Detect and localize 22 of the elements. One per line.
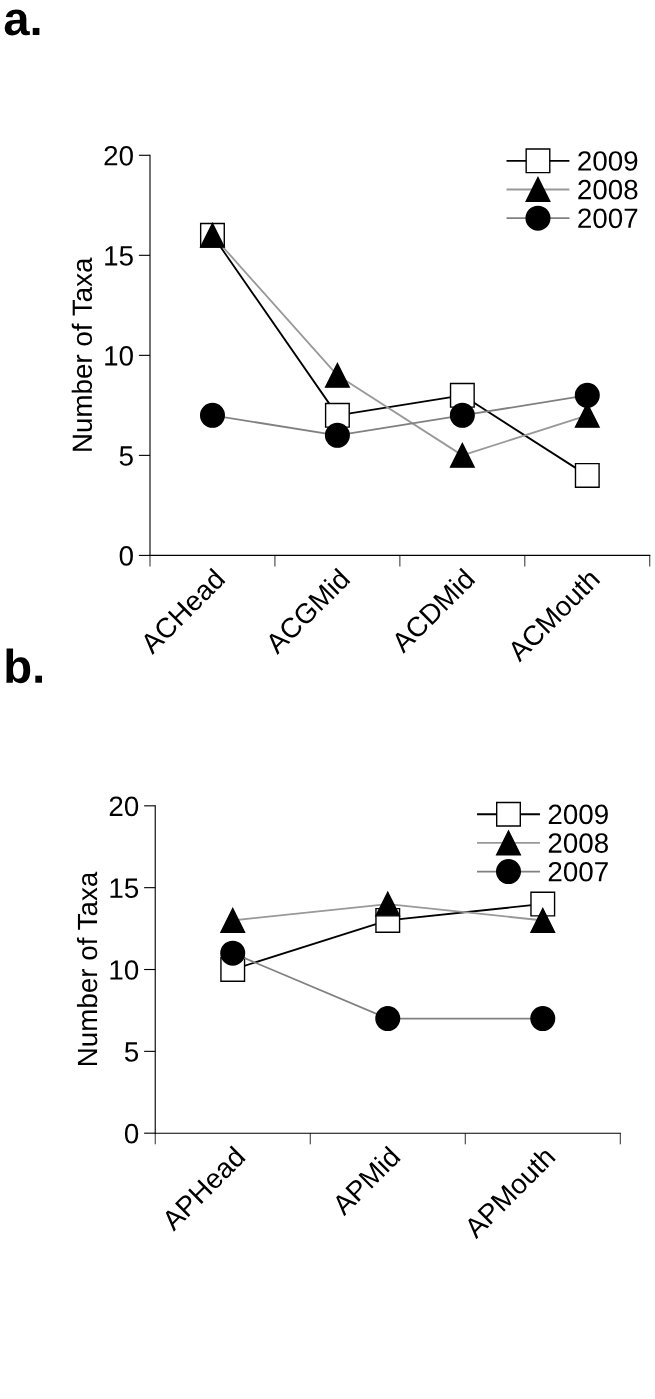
y-tick-label: 10 xyxy=(110,960,139,980)
y-tick-label: 5 xyxy=(124,1042,139,1062)
chart-title: b. xyxy=(6,648,42,684)
y-tick-label: 0 xyxy=(119,546,133,566)
y-axis-title: Number of Taxa xyxy=(71,257,93,451)
legend-label: 2009 xyxy=(578,151,638,171)
point xyxy=(574,462,600,488)
y-tick-label: 15 xyxy=(105,246,133,266)
y-axis-title: Number of Taxa xyxy=(76,871,98,1066)
legend-label: 2007 xyxy=(548,861,608,882)
y-tick-label: 20 xyxy=(109,796,139,817)
y-tick-label: 5 xyxy=(119,446,133,466)
y-tick-label: 20 xyxy=(104,145,133,166)
point xyxy=(530,891,556,917)
chart-title: a. xyxy=(4,9,40,36)
legend-label: 2008 xyxy=(578,179,638,200)
y-tick-label: 15 xyxy=(110,878,139,898)
y-tick-label: 10 xyxy=(105,346,133,366)
y-tick-label: 0 xyxy=(124,1123,139,1144)
legend-label: 2008 xyxy=(548,833,608,853)
legend-label: 2007 xyxy=(578,208,638,229)
legend-label: 2009 xyxy=(548,804,608,825)
